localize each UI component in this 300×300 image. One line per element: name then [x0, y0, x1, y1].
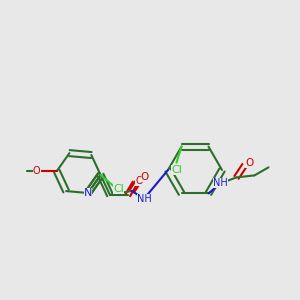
Text: O: O [245, 158, 253, 168]
Text: O: O [135, 176, 143, 186]
Text: O: O [141, 172, 149, 182]
Text: Cl: Cl [171, 165, 182, 175]
Text: O: O [33, 166, 40, 176]
Text: NH: NH [213, 178, 228, 188]
Text: NH: NH [136, 194, 151, 204]
Text: Cl: Cl [113, 184, 124, 194]
Text: N: N [84, 188, 92, 198]
